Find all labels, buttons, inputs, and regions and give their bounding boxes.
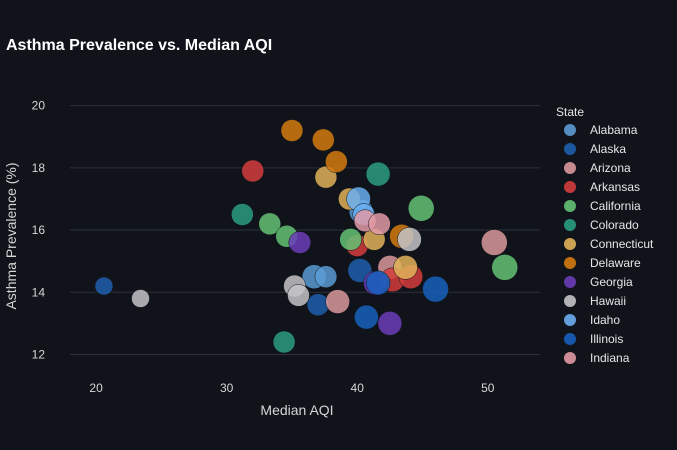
legend-label-california: California — [590, 199, 641, 213]
point-arizona — [481, 229, 508, 256]
legend-label-colorado: Colorado — [590, 218, 639, 232]
legend-label-illinois: Illinois — [590, 332, 623, 346]
legend-label-indiana: Indiana — [590, 351, 630, 365]
legend-marker-california — [564, 200, 576, 212]
legend-label-delaware: Delaware — [590, 256, 641, 270]
point-alaska — [306, 293, 330, 316]
point-colorado — [231, 203, 254, 226]
legend-marker-alaska — [564, 143, 576, 155]
y-tick-label: 20 — [32, 99, 46, 113]
legend-label-arkansas: Arkansas — [590, 180, 640, 194]
point-colorado — [272, 330, 296, 354]
legend-label-hawaii: Hawaii — [590, 294, 626, 308]
legend-marker-connecticut — [564, 238, 576, 250]
point-delaware — [325, 150, 348, 173]
x-tick-label: 20 — [89, 381, 103, 395]
point-connecticut — [393, 255, 418, 280]
legend-marker-indiana — [564, 352, 576, 364]
y-tick-label: 14 — [32, 285, 46, 299]
chart-title: Asthma Prevalence vs. Median AQI — [6, 37, 272, 54]
legend-label-alaska: Alaska — [590, 142, 626, 156]
point-delaware — [280, 119, 304, 142]
data-points — [94, 119, 518, 354]
point-georgia — [377, 311, 403, 336]
legend-label-alabama: Alabama — [590, 123, 638, 137]
point-indiana — [368, 212, 391, 236]
point-arizona — [325, 289, 350, 314]
y-tick-label: 18 — [32, 161, 46, 175]
legend-label-idaho: Idaho — [590, 313, 620, 327]
legend-marker-idaho — [564, 314, 576, 326]
legend-marker-delaware — [564, 257, 576, 269]
legend-marker-arkansas — [564, 181, 576, 193]
legend-marker-georgia — [564, 276, 576, 288]
point-hawaii — [131, 289, 150, 308]
point-illinois — [354, 304, 379, 330]
legend: State Alabama Alaska Arizona Arkansas Califo… — [556, 105, 654, 365]
point-alaska — [94, 276, 114, 296]
point-california — [339, 228, 362, 251]
point-arkansas — [241, 159, 265, 183]
x-tick-label: 50 — [481, 381, 495, 395]
point-hawaii — [287, 284, 310, 307]
point-hawaii — [397, 227, 422, 252]
x-tick-label: 30 — [220, 381, 234, 395]
point-california — [491, 254, 518, 281]
y-tick-label: 12 — [32, 347, 46, 361]
axis-ticks: 12 14 16 18 20 20 30 40 50 — [32, 99, 495, 395]
x-tick-label: 40 — [351, 381, 365, 395]
legend-marker-illinois — [564, 333, 576, 345]
legend-label-connecticut: Connecticut — [590, 237, 654, 251]
point-california — [258, 212, 281, 236]
legend-marker-colorado — [564, 219, 576, 231]
legend-title: State — [556, 105, 584, 119]
legend-label-arizona: Arizona — [590, 161, 631, 175]
legend-label-georgia: Georgia — [590, 275, 633, 289]
point-colorado — [365, 161, 391, 187]
point-illinois — [422, 275, 449, 303]
legend-marker-alabama — [564, 124, 576, 136]
x-axis-title: Median AQI — [260, 402, 333, 418]
legend-marker-hawaii — [564, 295, 576, 307]
y-tick-label: 16 — [32, 223, 46, 237]
point-delaware — [312, 128, 335, 152]
point-illinois — [365, 270, 391, 296]
point-alabama — [314, 265, 338, 288]
y-axis-title: Asthma Prevalence (%) — [3, 162, 19, 309]
grid-lines — [70, 105, 540, 355]
point-georgia — [288, 231, 312, 254]
legend-marker-arizona — [564, 162, 576, 174]
point-california — [407, 195, 435, 222]
